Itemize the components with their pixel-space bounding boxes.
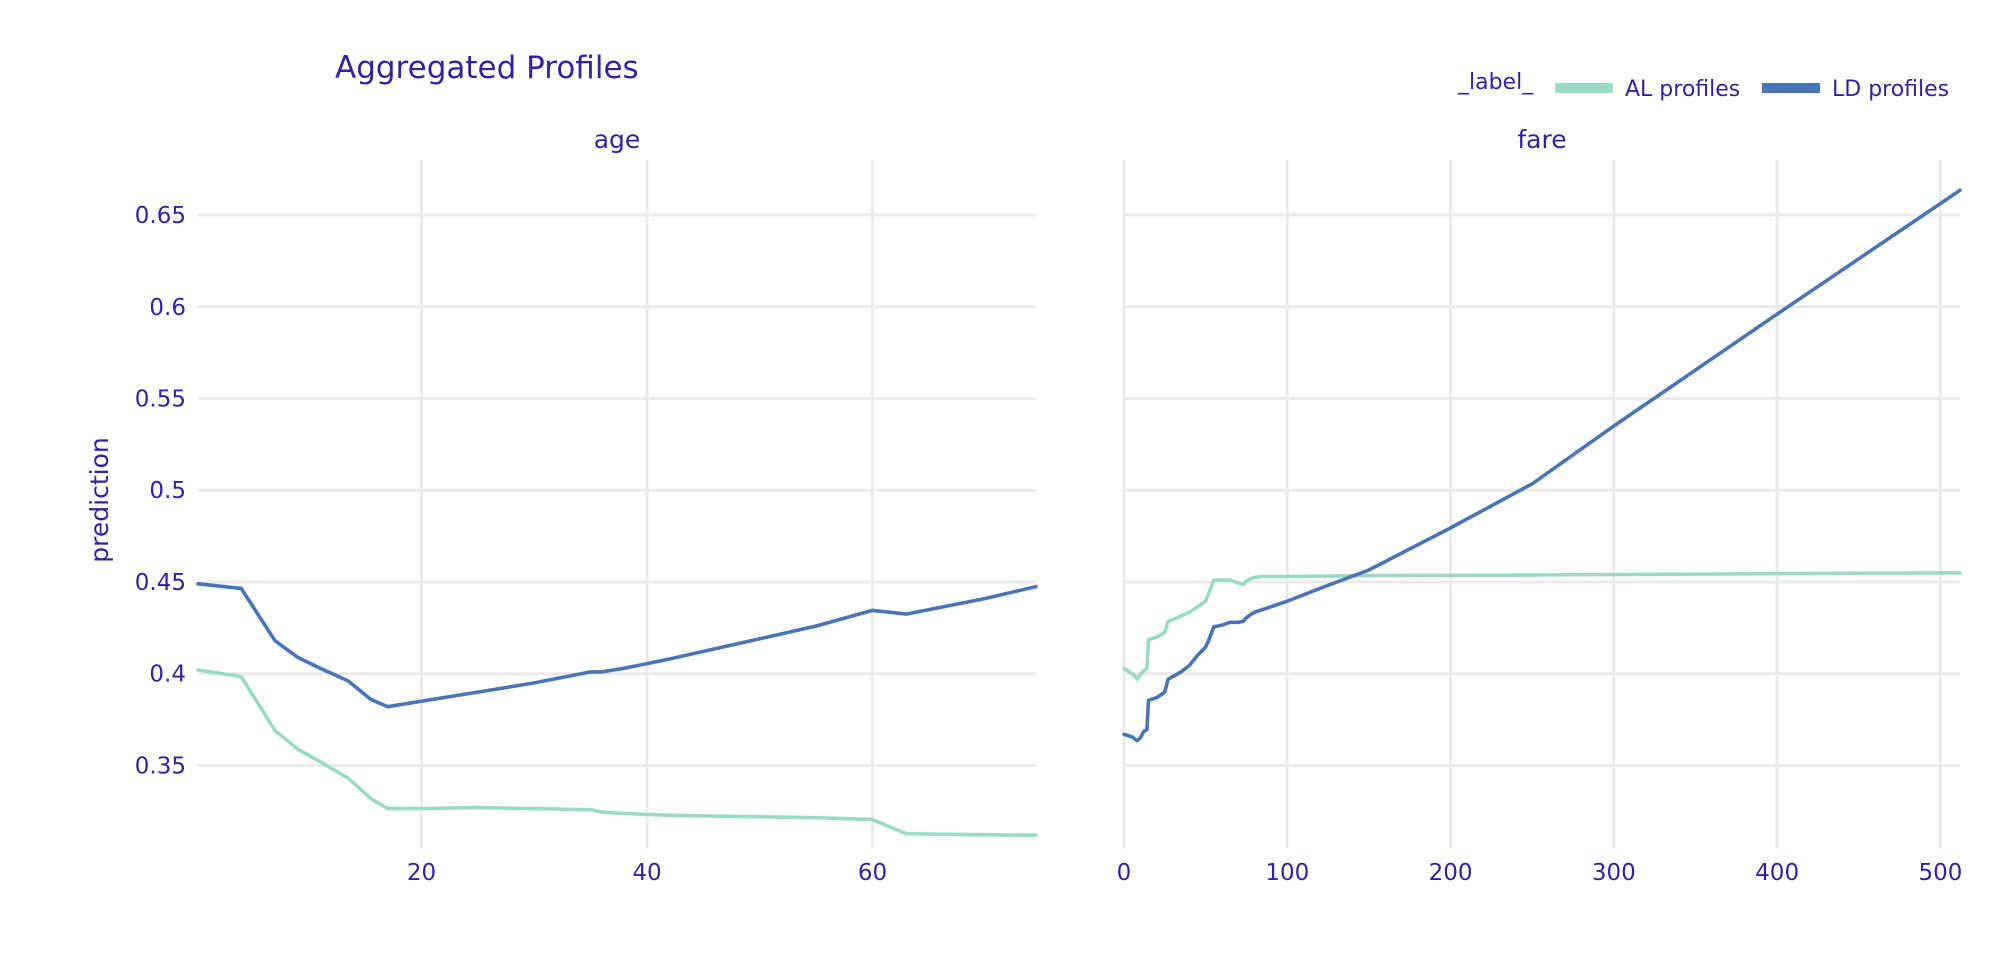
y-tick-label: 0.4 xyxy=(149,662,186,688)
series-line-ld-profiles-fare xyxy=(1122,188,1962,743)
x-tick-label-fare: 300 xyxy=(1592,860,1636,886)
y-tick-label: 0.6 xyxy=(149,295,186,321)
y-tick-label: 0.45 xyxy=(135,570,186,596)
panel-fare: fare 0 100 200 300 400 500 xyxy=(1117,125,1963,886)
x-tick-label-age: 60 xyxy=(858,860,887,886)
legend-title: _label_ xyxy=(1457,70,1534,95)
chart-title: Aggregated Profiles xyxy=(335,50,639,86)
x-tick-label-fare: 200 xyxy=(1429,860,1473,886)
y-tick-label: 0.65 xyxy=(135,203,186,229)
x-tick-label-fare: 400 xyxy=(1755,860,1799,886)
panel-title-fare: fare xyxy=(1517,125,1566,154)
panel-title-age: age xyxy=(594,125,641,154)
legend-entry-al-profiles: AL profiles xyxy=(1625,77,1740,102)
x-tick-label-fare: 500 xyxy=(1918,860,1962,886)
panel-age: age 0.35 0.4 0.45 0.5 0.55 0.6 0.65 20 40 60 xyxy=(135,125,1038,886)
y-axis-label: prediction xyxy=(85,437,114,562)
x-tick-label-fare: 0 xyxy=(1117,860,1132,886)
series-line-al-profiles-age xyxy=(196,668,1038,837)
legend-entry-ld-profiles: LD profiles xyxy=(1832,77,1949,102)
y-tick-label: 0.35 xyxy=(135,753,186,779)
x-tick-label-fare: 100 xyxy=(1265,860,1309,886)
series-line-ld-profiles-age xyxy=(196,582,1038,709)
series-line-al-profiles-fare xyxy=(1122,571,1962,681)
x-tick-label-age: 20 xyxy=(407,860,436,886)
y-tick-label: 0.5 xyxy=(149,478,186,504)
legend: _label_ AL profiles LD profiles xyxy=(1457,70,1949,102)
x-tick-label-age: 40 xyxy=(632,860,661,886)
y-tick-label: 0.55 xyxy=(135,387,186,413)
